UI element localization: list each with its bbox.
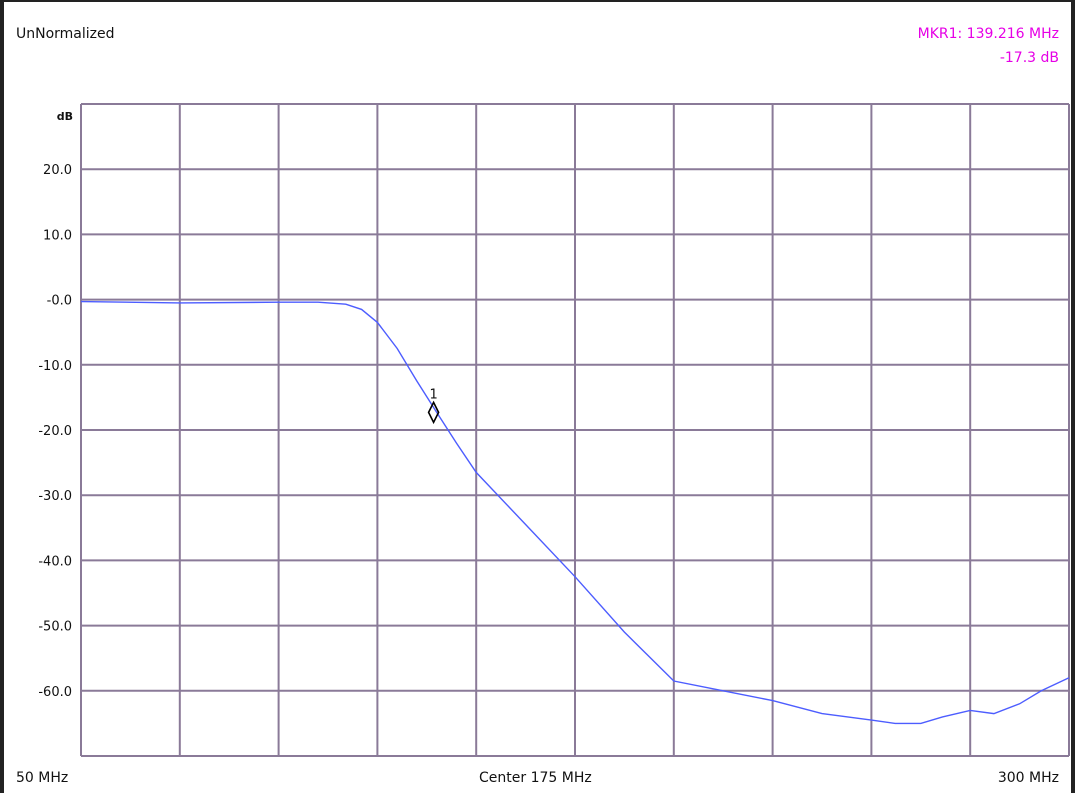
y-tick-label: -60.0 [38,685,72,700]
y-tick-label: -20.0 [38,424,72,439]
y-tick-label: 20.0 [43,163,72,178]
y-tick-label: -0.0 [47,294,72,309]
marker-diamond [427,400,440,425]
marker-number-label: 1 [429,387,437,402]
y-tick-label: -40.0 [38,554,72,569]
y-tick-label: -50.0 [38,620,72,635]
y-tick-label: -30.0 [38,489,72,504]
marker-amplitude-readout: -17.3 dB [999,50,1059,66]
center-frequency-label: Center 175 MHz [479,770,592,786]
marker-frequency-readout: MKR1: 139.216 MHz [917,26,1059,42]
y-axis-unit-label: dB [57,110,73,123]
trace-line [80,300,1070,725]
y-tick-label: -10.0 [38,359,72,374]
plot-area: dB 20.0 10.0 -0.0 -10.0 -20.0 -30.0 -40.0 -50.0 -… [38,103,1070,757]
y-tick-label: 10.0 [43,228,72,243]
normalization-mode: UnNormalized [16,26,115,42]
stop-frequency-label: 300 MHz [997,770,1059,786]
start-frequency-label: 50 MHz [16,770,69,786]
